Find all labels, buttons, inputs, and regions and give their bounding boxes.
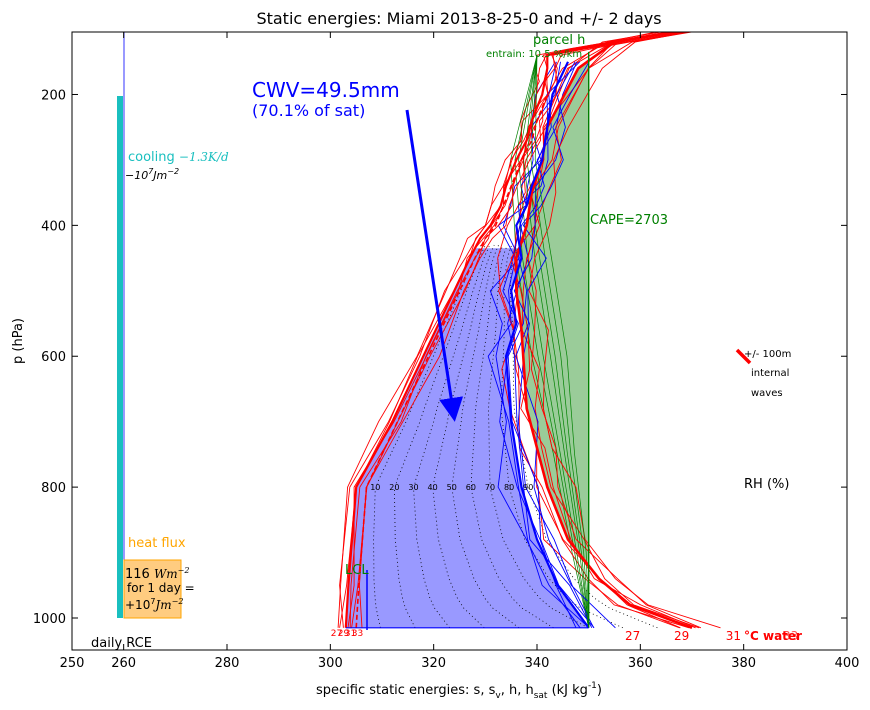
waves-label-3: waves (751, 388, 783, 399)
parcel-label: parcel h (533, 33, 585, 48)
cooling-energy-label: −107Jm−2 (125, 167, 179, 182)
waves-label-2: internal (751, 368, 789, 379)
rh-tick-labels: 10 20 30 40 50 60 70 80 90 (370, 483, 533, 492)
surface-right-tick-label: 27 (625, 629, 640, 643)
rh-tick-label: 80 (504, 483, 514, 492)
x-tick-label: 300 (318, 656, 343, 671)
flux-line2-label: for 1 day = (127, 581, 195, 595)
surface-right-tick-label: 31 (726, 629, 741, 643)
x-tick-label: 280 (215, 656, 240, 671)
heat-flux-label: heat flux (128, 536, 186, 551)
waves-label-1: +/- 100m (744, 349, 791, 360)
ensemble-parcel-line (526, 55, 590, 628)
cwv-sub-label: (70.1% of sat) (252, 101, 365, 120)
y-tick-label: 200 (41, 88, 66, 103)
ensemble-hsat-line (528, 32, 721, 629)
lcl-label: LCL (345, 563, 369, 578)
cwv-label: CWV=49.5mm (252, 78, 400, 102)
unit-water-label: °C water (744, 629, 802, 643)
cwv-arrow (405, 109, 464, 422)
surface-left-tick-label: 27 (331, 629, 342, 639)
x-tick-label: 340 (525, 656, 550, 671)
cooling-bar (117, 96, 123, 618)
ensemble-h-line (515, 61, 616, 629)
surface-right-tick-label: 29 (674, 629, 689, 643)
heat-flux-box (123, 559, 182, 619)
y-tick-label: 1000 (33, 612, 66, 627)
series-hsat-line (514, 32, 693, 630)
x-tick-label: 380 (731, 656, 756, 671)
x-tick-label: 320 (421, 656, 446, 671)
ensemble-parcel-line (518, 55, 590, 628)
plot-frame (71, 31, 848, 651)
y-tick-label: 600 (41, 350, 66, 365)
y-axis: 200 400 600 800 1000 (33, 88, 847, 627)
x-tick-label: 260 (111, 656, 136, 671)
flux-value-label: 116 Wm−2 (125, 566, 189, 582)
y-axis-label: p (hPa) (11, 318, 26, 364)
rh-tick-label: 30 (408, 483, 418, 492)
cwv-area (345, 248, 589, 628)
surface-left-tick-label: 33 (352, 629, 363, 639)
annotations: CWV=49.5mm (70.1% of sat) parcel h entra… (91, 33, 802, 651)
series-s-line (344, 32, 682, 628)
ensemble-s-line (351, 32, 688, 628)
daily-rce-label: daily RCE (91, 636, 152, 651)
x-axis: 250 260 280 300 320 340 360 380 400 (60, 32, 860, 671)
rh-curve (373, 244, 482, 628)
rh-label: RH (%) (744, 477, 789, 492)
plot-area (117, 32, 752, 630)
y-tick-label: 400 (41, 219, 66, 234)
x-tick-label: 250 (60, 656, 85, 671)
ensemble-hsat-line (512, 32, 681, 629)
rh-tick-label: 60 (466, 483, 476, 492)
ensemble-parcel-line (514, 55, 590, 628)
cape-label: CAPE=2703 (590, 213, 668, 228)
rh-curve (432, 244, 495, 629)
cape-area (516, 58, 589, 628)
x-tick-label: 360 (628, 656, 653, 671)
y-tick-label: 800 (41, 481, 66, 496)
ensemble-h-line (513, 61, 595, 629)
ensemble-s-line (358, 32, 689, 628)
rh-tick-label: 90 (523, 483, 533, 492)
rh-tick-label: 20 (389, 483, 399, 492)
x-tick-label: 400 (835, 656, 860, 671)
entrain-label: entrain: 10.5 %/km (486, 49, 582, 60)
series-h-line (504, 61, 590, 629)
rh-tick-label: 10 (370, 483, 380, 492)
rh-tick-label: 50 (447, 483, 457, 492)
chart-title: Static energies: Miami 2013-8-25-0 and +… (256, 9, 661, 28)
ensemble-parcel-line (534, 55, 590, 628)
series-sv-line (355, 94, 549, 628)
waves-marker (735, 348, 752, 365)
x-axis-label: specific static energies: s, sv, h, hsat… (316, 681, 602, 701)
flux-line3-label: +107Jm−2 (125, 597, 183, 612)
surface-left-tick-label: 29 (338, 629, 350, 639)
ensemble-parcel-line (530, 55, 590, 628)
cooling-label: cooling −1.3K/d (128, 150, 229, 165)
rh-tick-label: 40 (428, 483, 438, 492)
rh-tick-label: 70 (485, 483, 495, 492)
surface-left-tick-label: 31 (345, 629, 356, 639)
right-extra-tick-label: 33 (783, 629, 798, 643)
main-lines (344, 32, 693, 630)
